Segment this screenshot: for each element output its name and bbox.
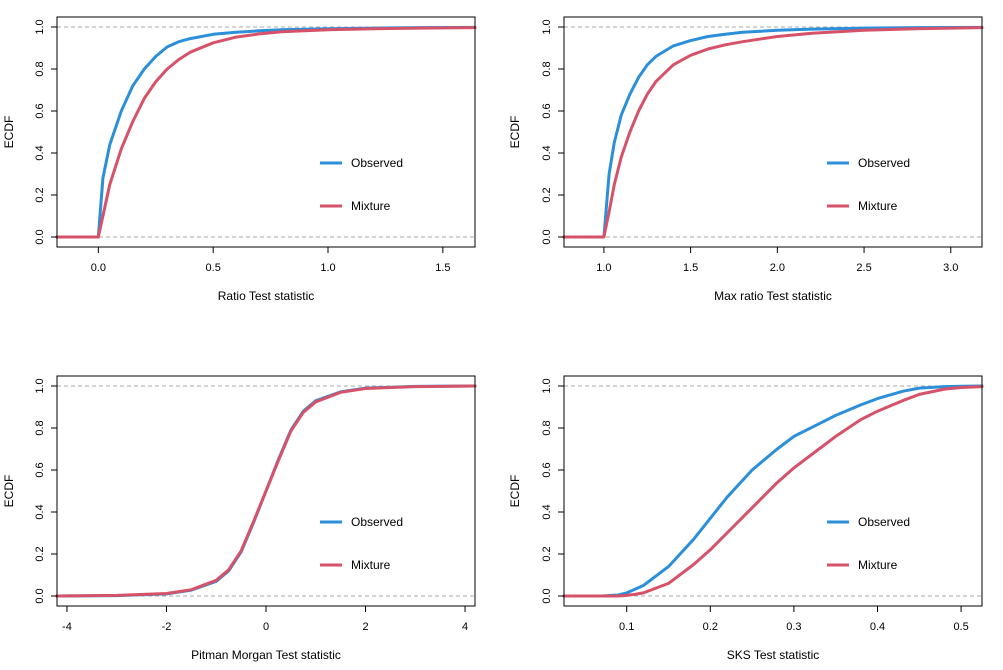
x-tick-label: 2.5 <box>856 262 871 274</box>
x-axis-title: Max ratio Test statistic <box>714 289 832 303</box>
series-line-observed <box>55 25 477 239</box>
x-tick-label: 1.0 <box>596 262 611 274</box>
y-tick-label: 0.8 <box>541 420 553 435</box>
x-tick-label: 2.0 <box>770 262 785 274</box>
y-tick-label: 0.6 <box>34 103 46 118</box>
x-tick-label: 1.5 <box>435 262 450 274</box>
y-tick-label: 0.6 <box>34 462 46 477</box>
x-tick-label: 0.5 <box>953 621 968 633</box>
legend-label-observed: Observed <box>858 515 910 529</box>
x-tick-label: -2 <box>162 621 172 633</box>
x-tick-label: 3.0 <box>943 262 958 274</box>
y-tick-label: 0.4 <box>34 145 46 160</box>
series-line-mixture <box>55 26 477 239</box>
legend-label-mixture: Mixture <box>858 199 898 213</box>
legend-label-observed: Observed <box>351 515 403 529</box>
y-tick-label: 0.0 <box>541 229 553 244</box>
series-line-mixture <box>55 384 477 598</box>
y-tick-label: 0.8 <box>34 420 46 435</box>
y-tick-label: 0.4 <box>34 504 46 519</box>
legend-label-mixture: Mixture <box>351 558 391 572</box>
y-tick-label: 0.4 <box>541 145 553 160</box>
x-tick-label: 1.0 <box>320 262 335 274</box>
chart-panel-1: 0.0 0.5 1.0 1.5 0.0 0.2 0.4 0.6 0.8 1.0 Ratio Test… <box>2 16 477 303</box>
y-tick-label: 0.8 <box>541 61 553 76</box>
x-tick-label: 0.5 <box>206 262 221 274</box>
y-tick-label: 1.0 <box>34 378 46 393</box>
y-tick-label: 0.2 <box>34 546 46 561</box>
chart-panel-3: -4 -2 0 2 4 0.0 0.2 0.4 0.6 0.8 1.0 Pitman Morgan T… <box>2 375 477 662</box>
x-axis-title: SKS Test statistic <box>727 648 819 662</box>
legend-label-observed: Observed <box>351 156 403 170</box>
y-tick-label: 0.2 <box>541 187 553 202</box>
y-tick-label: 0.0 <box>34 229 46 244</box>
x-tick-label: 0.0 <box>91 262 106 274</box>
legend-label-observed: Observed <box>858 156 910 170</box>
y-tick-label: 0.6 <box>541 103 553 118</box>
y-tick-label: 0.0 <box>34 588 46 603</box>
y-tick-label: 0.2 <box>541 546 553 561</box>
x-tick-label: 0 <box>263 621 269 633</box>
y-tick-label: 0.4 <box>541 504 553 519</box>
x-tick-label: 0.3 <box>786 621 801 633</box>
y-tick-label: 0.6 <box>541 462 553 477</box>
x-axis-title: Pitman Morgan Test statistic <box>191 648 341 662</box>
y-tick-label: 1.0 <box>541 19 553 34</box>
chart-panel-4: 0.1 0.2 0.3 0.4 0.5 0.0 0.2 0.4 0.6 0.8 1.0 SKS Tes… <box>508 375 984 662</box>
series-line-mixture <box>562 26 984 239</box>
y-tick-label: 1.0 <box>541 378 553 393</box>
y-axis-title: ECDF <box>508 475 522 508</box>
chart-panel-2: 1.0 1.5 2.0 2.5 3.0 0.0 0.2 0.4 0.6 0.8 1.0 Max rat… <box>508 16 984 303</box>
series-line-mixture <box>562 385 984 598</box>
plot-frame <box>563 16 983 248</box>
x-axis-title: Ratio Test statistic <box>218 289 314 303</box>
plot-frame <box>563 375 983 607</box>
y-tick-label: 0.0 <box>541 588 553 603</box>
series-line-observed <box>562 384 984 598</box>
y-tick-label: 0.8 <box>34 61 46 76</box>
y-tick-label: 0.2 <box>34 187 46 202</box>
y-axis-title: ECDF <box>2 475 16 508</box>
y-tick-label: 1.0 <box>34 19 46 34</box>
x-tick-label: 0.1 <box>619 621 634 633</box>
legend-label-mixture: Mixture <box>351 199 391 213</box>
x-tick-label: 1.5 <box>683 262 698 274</box>
y-axis-title: ECDF <box>508 116 522 149</box>
x-tick-label: 4 <box>462 621 468 633</box>
x-tick-label: 0.4 <box>870 621 885 633</box>
plot-frame <box>56 16 476 248</box>
series-line-observed <box>562 25 984 239</box>
x-tick-label: 2 <box>362 621 368 633</box>
legend-label-mixture: Mixture <box>858 558 898 572</box>
x-tick-label: 0.2 <box>703 621 718 633</box>
y-axis-title: ECDF <box>2 116 16 149</box>
x-tick-label: -4 <box>62 621 72 633</box>
